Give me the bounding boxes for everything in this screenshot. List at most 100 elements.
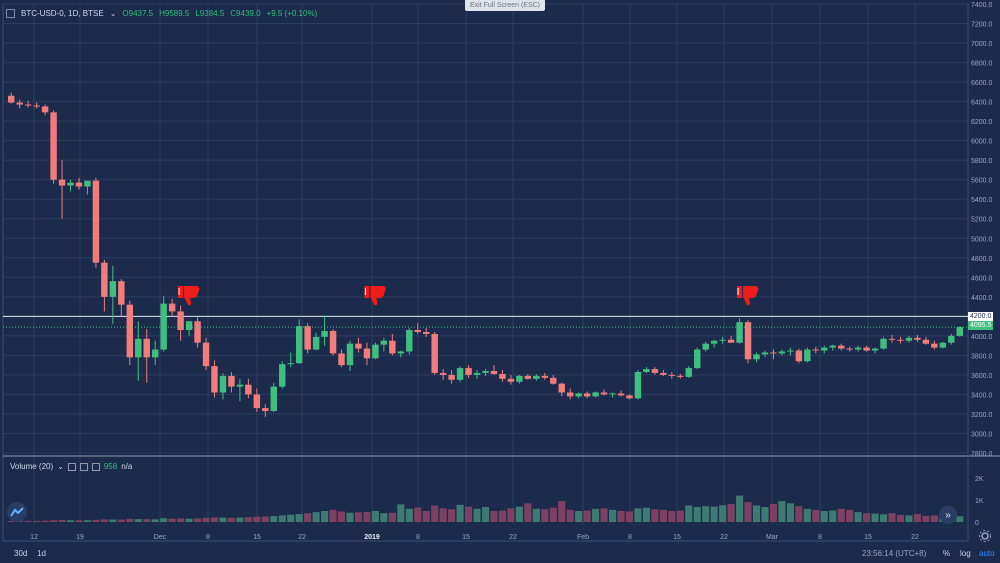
- candle-body: [770, 352, 777, 354]
- volume-bar: [829, 510, 837, 522]
- candle-body: [397, 351, 405, 354]
- candle-body: [211, 366, 218, 393]
- volume-bar: [592, 508, 600, 522]
- volume-bar: [168, 518, 176, 522]
- candle-body: [533, 375, 540, 379]
- candle-body: [956, 327, 963, 336]
- candle-body: [710, 340, 718, 344]
- volume-bar: [473, 508, 481, 522]
- candle-body: [422, 331, 430, 334]
- open-value: O9437.5: [122, 8, 154, 18]
- time-tick-label: 2019: [364, 534, 380, 541]
- chevron-down-icon[interactable]: ⌄: [109, 8, 117, 18]
- time-tick-label: 22: [509, 534, 517, 541]
- candle-body: [846, 348, 853, 350]
- candle-body: [634, 371, 642, 399]
- volume-value: 958: [103, 462, 118, 471]
- candle-body: [465, 368, 472, 375]
- volume-bar: [66, 520, 75, 522]
- candle-body: [202, 342, 210, 367]
- volume-bar: [371, 511, 379, 522]
- candle-body: [67, 182, 74, 186]
- volume-bar: [185, 518, 193, 522]
- price-tick-label: 2800.0: [971, 451, 993, 458]
- scroll-right-icon[interactable]: »: [939, 506, 957, 524]
- logo-icon[interactable]: [7, 502, 27, 522]
- candle-body: [939, 342, 947, 348]
- log-toggle[interactable]: log: [960, 549, 971, 558]
- volume-bar: [202, 517, 210, 522]
- volume-bar: [769, 503, 778, 522]
- candle-body: [516, 375, 523, 382]
- volume-bar: [134, 519, 142, 522]
- candle-body: [143, 338, 150, 358]
- interval-1d-button[interactable]: 1d: [37, 549, 46, 558]
- volume-bar: [896, 514, 905, 522]
- candle-body: [668, 374, 676, 376]
- price-tick-label: 4600.0: [971, 275, 993, 282]
- candle-body: [524, 375, 532, 379]
- volume-bar: [837, 508, 845, 522]
- candle-body: [109, 281, 117, 297]
- price-tick-label: 5600.0: [971, 178, 993, 185]
- candle-body: [583, 393, 591, 397]
- settings-gear-icon[interactable]: [978, 529, 992, 543]
- candle-body: [16, 102, 23, 105]
- close-icon[interactable]: [91, 462, 100, 471]
- volume-bar: [83, 520, 92, 522]
- price-tick-label: 5200.0: [971, 217, 993, 224]
- candle-body: [414, 330, 421, 332]
- candle-body: [694, 349, 701, 369]
- thumbs-down-icon[interactable]: [737, 286, 759, 306]
- volume-bar: [583, 510, 591, 522]
- auto-toggle[interactable]: auto: [979, 549, 995, 558]
- candle-body: [575, 393, 582, 397]
- price-tick-label: 4800.0: [971, 256, 993, 263]
- chevron-down-icon[interactable]: ⌄: [57, 462, 64, 471]
- candle-body: [905, 337, 913, 341]
- volume-bar: [397, 504, 405, 522]
- time-tick-label: 15: [864, 534, 872, 541]
- candle-body: [8, 95, 15, 103]
- price-tick-label: 4000.0: [971, 334, 993, 341]
- candle-body: [626, 395, 633, 399]
- volume-label[interactable]: Volume (20): [10, 462, 54, 471]
- thumbs-down-icon[interactable]: [178, 286, 200, 306]
- eye-icon[interactable]: [67, 462, 76, 471]
- symbol-label[interactable]: BTC-USD-0, 1D, BTSE: [21, 8, 104, 18]
- range-30d-button[interactable]: 30d: [14, 549, 28, 558]
- volume-bar: [363, 511, 371, 522]
- volume-bar: [812, 509, 820, 522]
- volume-bar: [388, 512, 396, 522]
- volume-bar: [405, 508, 413, 522]
- volume-bar: [160, 518, 168, 522]
- percent-toggle[interactable]: %: [943, 549, 951, 558]
- time-tick-label: Dec: [154, 534, 167, 541]
- price-tick-label: 3600.0: [971, 373, 993, 380]
- price-tick-label: 6000.0: [971, 139, 993, 146]
- candle-body: [312, 336, 320, 350]
- volume-bar: [761, 507, 769, 522]
- thumbs-down-icon[interactable]: [364, 286, 386, 306]
- candle-body: [389, 340, 396, 354]
- volume-bar: [642, 507, 650, 522]
- settings-icon[interactable]: [79, 462, 88, 471]
- candle-body: [702, 343, 709, 350]
- exit-full-screen-button[interactable]: Exit Full Screen (ESC): [465, 0, 546, 11]
- volume-bar: [33, 520, 41, 522]
- candle-body: [194, 321, 201, 343]
- candle-body: [50, 112, 57, 180]
- volume-bar: [295, 514, 303, 522]
- candle-body: [380, 340, 388, 345]
- candle-body: [888, 338, 896, 340]
- candle-body: [914, 337, 921, 340]
- volume-bar: [58, 520, 66, 522]
- time-tick-label: 22: [720, 534, 728, 541]
- candle-body: [600, 392, 608, 395]
- candle-body: [219, 375, 227, 393]
- volume-bar: [109, 519, 117, 522]
- chart-type-icon[interactable]: [6, 8, 15, 18]
- candle-body: [58, 179, 66, 186]
